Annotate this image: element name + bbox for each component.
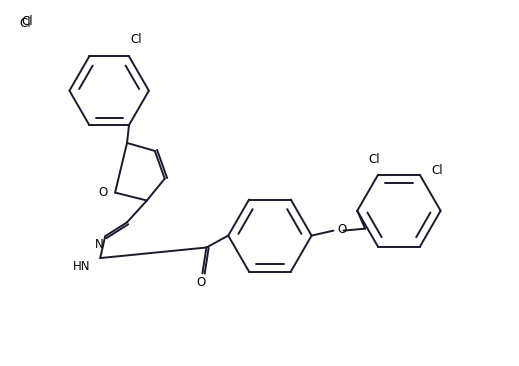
Text: Cl: Cl	[432, 164, 443, 177]
Text: Cl: Cl	[20, 17, 32, 30]
Text: O: O	[197, 276, 206, 289]
Text: O: O	[98, 186, 107, 199]
Text: Cl: Cl	[130, 33, 142, 46]
Text: Cl: Cl	[22, 15, 33, 28]
Text: Cl: Cl	[368, 153, 380, 166]
Text: HN: HN	[73, 260, 90, 273]
Text: O: O	[337, 223, 347, 236]
Text: N: N	[94, 238, 103, 251]
